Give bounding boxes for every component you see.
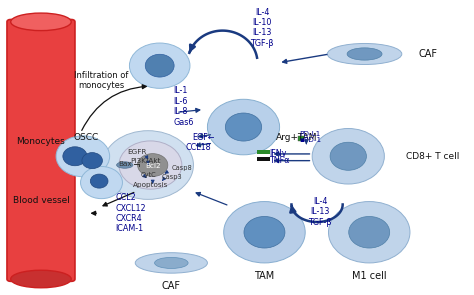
Text: CCL18: CCL18 [185,143,211,152]
Text: CAF: CAF [162,281,181,291]
Bar [256,150,270,154]
Ellipse shape [330,142,366,170]
Bar [256,158,270,161]
Text: OSCC: OSCC [74,133,99,142]
Ellipse shape [347,48,382,60]
Text: EGF←: EGF← [192,133,215,142]
Ellipse shape [11,13,71,31]
Text: M1 cell: M1 cell [352,271,386,281]
Ellipse shape [145,54,174,77]
Ellipse shape [349,217,390,248]
Text: Casp8: Casp8 [171,165,192,171]
Text: ▪PD-1: ▪PD-1 [300,137,321,143]
Text: Arg+TAM: Arg+TAM [276,133,318,142]
Ellipse shape [11,270,71,288]
Text: TNFα: TNFα [269,156,290,165]
Ellipse shape [135,253,208,273]
Ellipse shape [225,113,262,141]
Text: CAF: CAF [418,49,437,59]
Text: Bcl2: Bcl2 [145,163,161,170]
Text: IL-4
IL-10
IL-13
TGF-β: IL-4 IL-10 IL-13 TGF-β [250,8,274,48]
Ellipse shape [91,174,108,188]
Ellipse shape [129,43,190,88]
Ellipse shape [117,162,133,168]
Ellipse shape [208,99,280,155]
FancyBboxPatch shape [7,19,75,281]
Text: PI3K/Akt: PI3K/Akt [130,158,161,164]
Text: Casp3: Casp3 [162,174,182,180]
Text: IL-4
IL-13
TGF-β: IL-4 IL-13 TGF-β [309,197,332,227]
Text: EGFR: EGFR [127,149,146,155]
Ellipse shape [155,257,188,268]
Ellipse shape [137,154,168,176]
Ellipse shape [328,201,410,263]
Ellipse shape [119,141,182,189]
Ellipse shape [103,131,193,199]
Text: Apoptosis: Apoptosis [133,183,168,189]
Ellipse shape [224,201,305,263]
Text: PD-L1: PD-L1 [300,131,320,137]
Ellipse shape [81,166,122,199]
Text: CCL2
CXCL12
CXCR4
ICAM-1: CCL2 CXCL12 CXCR4 ICAM-1 [116,193,146,233]
Bar [298,135,303,141]
Ellipse shape [312,129,384,184]
Text: IFNγ: IFNγ [269,150,286,158]
Text: IL-1
IL-6
IL-8
Gas6: IL-1 IL-6 IL-8 Gas6 [173,86,194,127]
Text: Infiltration of
monocytes: Infiltration of monocytes [74,71,128,90]
Text: Blood vessel: Blood vessel [12,196,69,205]
Ellipse shape [63,147,87,166]
Ellipse shape [56,136,109,177]
Ellipse shape [328,43,402,65]
Ellipse shape [244,217,285,248]
Text: Bax: Bax [118,160,132,167]
Ellipse shape [82,153,102,169]
Text: CD8+ T cell: CD8+ T cell [407,152,460,161]
Text: CytC: CytC [141,172,157,178]
Text: Monocytes: Monocytes [17,137,65,146]
Text: TAM: TAM [255,271,274,281]
